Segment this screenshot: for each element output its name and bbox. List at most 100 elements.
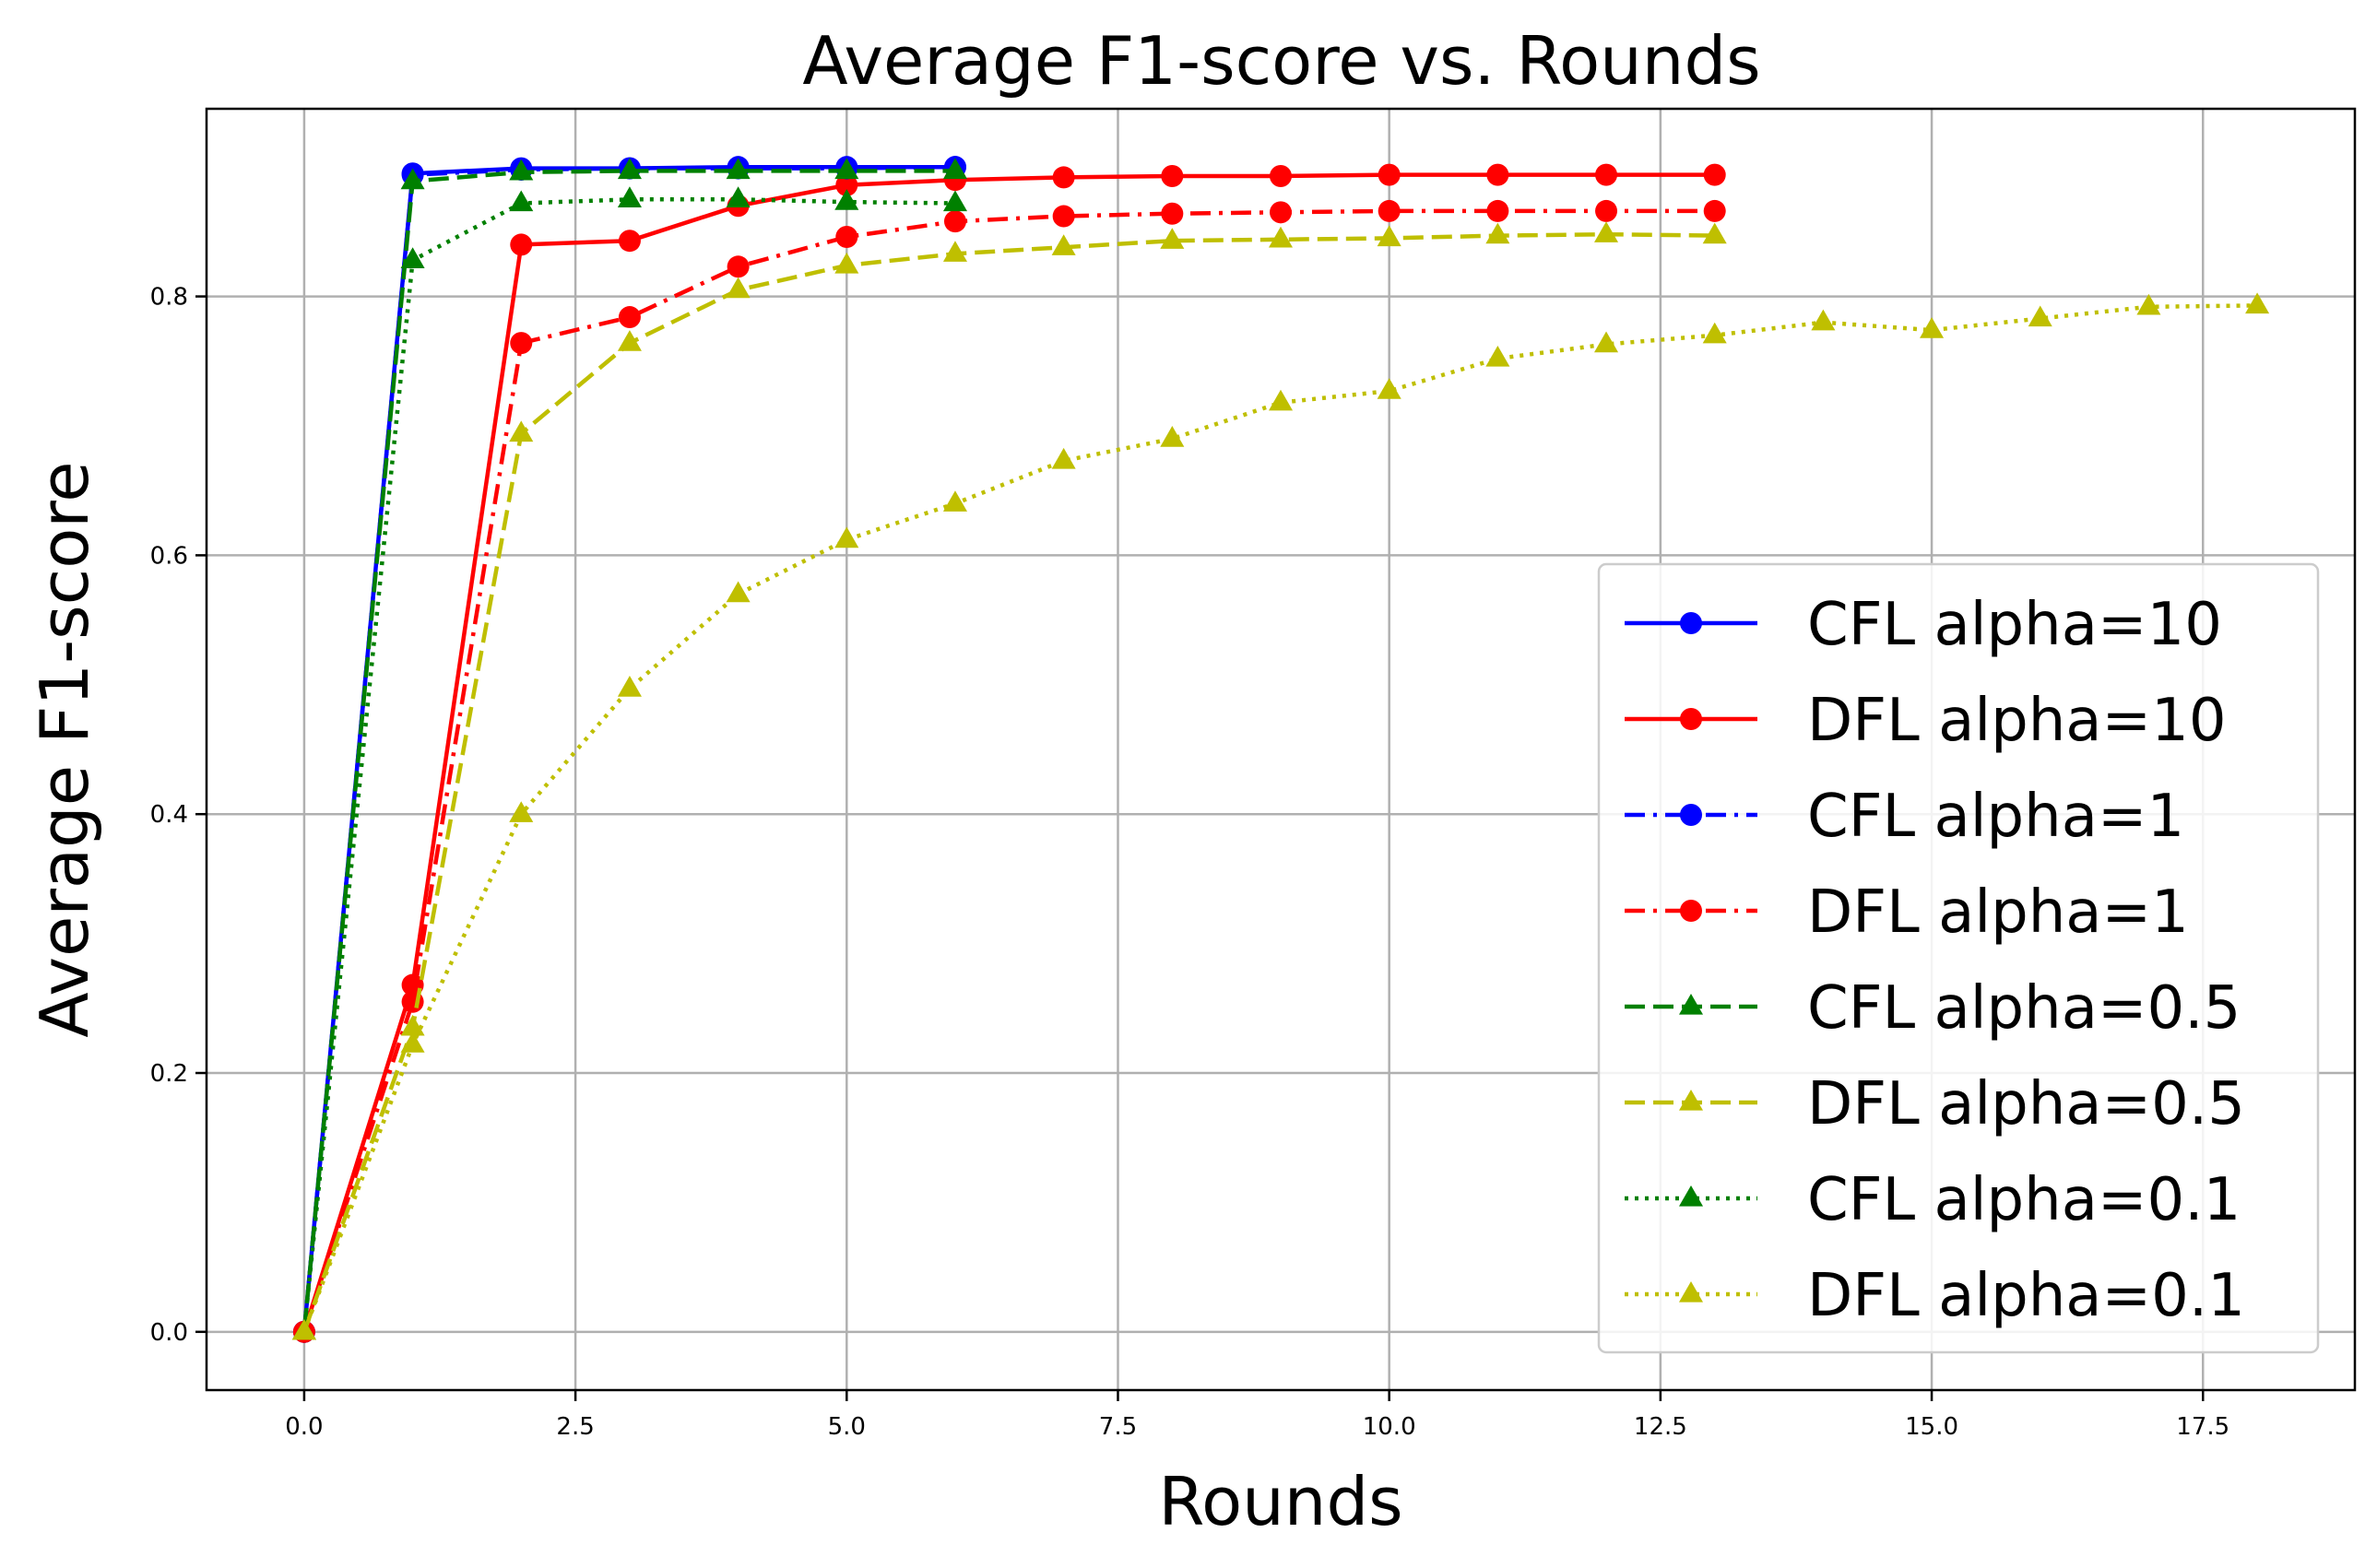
data-point [726,186,751,207]
data-point [1486,199,1509,222]
data-point [617,330,642,351]
series-dfl-alpha-0-1 [291,292,2270,1340]
data-point [942,158,967,180]
data-point [726,581,751,603]
data-point [1377,378,1401,399]
x-tick-label: 12.5 [1634,1413,1687,1441]
data-point [618,306,641,329]
x-tick-label: 7.5 [1099,1413,1137,1441]
x-tick-label: 0.0 [285,1413,323,1441]
series-line [302,231,1715,1333]
y-axis-label: Average F1-score [26,461,103,1037]
data-point [618,230,641,253]
data-point [1160,228,1185,249]
data-point [1268,389,1294,411]
legend-marker [1678,994,1704,1015]
legend-label: DFL alpha=10 [1807,687,2227,755]
x-tick-label: 5.0 [828,1413,866,1441]
data-point [727,255,750,278]
data-point [1595,163,1618,186]
data-point [1703,163,1726,186]
data-point [1052,166,1075,189]
legend-marker [1678,1090,1704,1111]
legend-marker [1680,900,1702,922]
y-tick-label: 0.4 [150,801,188,829]
plot-series [291,156,2270,1343]
data-point [1270,201,1292,224]
data-point [1378,163,1401,186]
series-dfl-alpha-1 [292,199,1726,1343]
data-point [400,168,425,190]
data-point [1051,234,1076,255]
data-point [1052,205,1075,228]
legend-marker [1680,708,1702,730]
legend-entry: DFL alpha=10 [1625,687,2227,755]
legend-label: CFL alpha=0.5 [1807,974,2241,1043]
y-tick-label: 0.8 [150,284,188,312]
legend-label: CFL alpha=0.1 [1807,1166,2241,1234]
legend-box [1597,562,2320,1354]
data-point [510,233,533,256]
legend-marker [1678,1281,1704,1303]
legend-entry: DFL alpha=0.1 [1625,1262,2245,1330]
legend-entry: CFL alpha=0.5 [1625,974,2241,1043]
legend-entry: CFL alpha=1 [1625,783,2184,851]
y-tick-label: 0.2 [150,1060,188,1088]
data-point [400,1014,425,1036]
data-point [291,1318,316,1340]
x-tick-label: 2.5 [556,1413,594,1441]
x-tick-label: 10.0 [1363,1413,1416,1441]
data-point [726,158,751,180]
data-point [1378,199,1401,222]
y-tick-label: 0.0 [150,1319,188,1347]
legend-entry: CFL alpha=0.1 [1625,1166,2241,1234]
legend: CFL alpha=10 DFL alpha=10 CFL alpha=1 DFL a… [1597,562,2320,1354]
series-line [302,172,1715,1333]
legend-label: DFL alpha=0.1 [1807,1262,2245,1330]
data-point [1486,163,1509,186]
legend-marker [1680,804,1702,826]
data-point [1485,345,1510,367]
legend-entry: DFL alpha=0.5 [1625,1070,2245,1138]
legend-entry: CFL alpha=10 [1625,591,2222,659]
data-point [834,158,859,180]
data-point [1811,309,1836,331]
data-point [835,226,858,248]
chart-title: Average F1-score vs. Rounds [802,22,1760,100]
data-point [835,173,858,196]
data-point [400,247,425,268]
y-tick-label: 0.6 [150,542,188,570]
data-point [1485,222,1510,244]
legend-entry: DFL alpha=1 [1625,878,2189,947]
data-point [509,801,534,822]
data-point [509,190,534,212]
data-point [1703,199,1726,222]
data-point [617,676,642,697]
data-point [1161,165,1184,188]
data-point [1594,331,1619,353]
data-point [2028,305,2052,327]
legend-marker [1678,1185,1704,1207]
data-point [509,420,534,442]
data-point [834,189,859,210]
data-point [1595,199,1618,222]
data-point [1270,165,1292,188]
data-point [834,252,859,274]
x-axis-label: Rounds [1158,1463,1402,1540]
data-point [942,190,967,212]
legend-label: DFL alpha=0.5 [1807,1070,2245,1138]
data-point [510,332,533,355]
data-point [834,526,859,548]
data-point [943,210,966,233]
series-cfl-alpha-0-5 [291,158,967,1340]
data-point [2136,293,2161,315]
plot-frame [205,107,2357,1392]
legend-marker [1680,612,1702,634]
axis-ticks: 0.0 2.5 5.0 7.5 10.0 12.5 15.0 17.5 0.0 0.2 0.4 0.6… [150,284,2230,1441]
data-point [1920,317,1945,338]
data-point [1702,322,1727,344]
data-point [1268,226,1294,248]
data-point [1702,222,1727,244]
x-tick-label: 15.0 [1905,1413,1958,1441]
